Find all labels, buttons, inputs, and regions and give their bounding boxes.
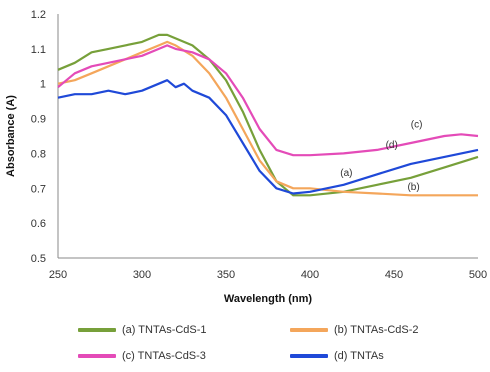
series-line-d bbox=[57, 79, 479, 195]
axes bbox=[57, 14, 478, 259]
legend-swatch-c bbox=[78, 354, 116, 358]
y-tick-labels: 0.5 0.6 0.7 0.8 0.9 1 1.1 1.2 bbox=[31, 9, 46, 265]
x-tick-label: 350 bbox=[217, 269, 235, 281]
legend-label-c: (c) TNTAs-CdS-3 bbox=[122, 350, 206, 362]
series-line-c bbox=[57, 44, 479, 157]
y-tick-label: 0.8 bbox=[31, 148, 46, 160]
x-tick-label: 300 bbox=[133, 269, 151, 281]
legend-item-d: (d) TNTAs bbox=[290, 348, 384, 364]
y-tick-label: 1 bbox=[40, 79, 46, 91]
x-tick-label: 450 bbox=[385, 269, 403, 281]
legend-label-a: (a) TNTAs-CdS-1 bbox=[122, 324, 207, 336]
legend-label-d: (d) TNTAs bbox=[334, 350, 384, 362]
y-tick-label: 0.7 bbox=[31, 183, 46, 195]
series-line-a bbox=[57, 33, 479, 197]
legend-swatch-a bbox=[78, 328, 116, 332]
y-tick-label: 0.6 bbox=[31, 218, 46, 230]
legend-swatch-b bbox=[290, 328, 328, 332]
y-tick-label: 1.1 bbox=[31, 44, 46, 56]
y-tick-label: 0.9 bbox=[31, 114, 46, 126]
y-tick-label: 1.2 bbox=[31, 9, 46, 21]
y-tick-label: 0.5 bbox=[31, 253, 46, 265]
x-tick-label: 400 bbox=[301, 269, 319, 281]
series-lines bbox=[57, 33, 479, 197]
series-callout-d: (d) bbox=[386, 140, 398, 151]
x-tick-label: 250 bbox=[49, 269, 67, 281]
x-tick-label: 500 bbox=[469, 269, 487, 281]
x-axis-title: Wavelength (nm) bbox=[224, 293, 313, 305]
legend: (a) TNTAs-CdS-1 (b) TNTAs-CdS-2 (c) TNTA… bbox=[0, 312, 490, 372]
legend-label-b: (b) TNTAs-CdS-2 bbox=[334, 324, 419, 336]
series-callout-a: (a) bbox=[340, 168, 352, 179]
x-tick-labels: 250 300 350 400 450 500 bbox=[49, 269, 487, 281]
legend-item-a: (a) TNTAs-CdS-1 bbox=[78, 322, 207, 338]
series-callouts: (a) (b) (c) (d) bbox=[340, 119, 422, 193]
legend-swatch-d bbox=[290, 354, 328, 358]
legend-item-b: (b) TNTAs-CdS-2 bbox=[290, 322, 419, 338]
series-callout-c: (c) bbox=[411, 119, 423, 130]
series-line-b bbox=[57, 40, 478, 197]
y-axis-title: Absorbance (A) bbox=[5, 95, 17, 177]
legend-item-c: (c) TNTAs-CdS-3 bbox=[78, 348, 206, 364]
series-callout-b: (b) bbox=[407, 182, 419, 193]
plot-area: 0.5 0.6 0.7 0.8 0.9 1 1.1 1.2 250 300 350 400 450 50… bbox=[5, 9, 487, 305]
